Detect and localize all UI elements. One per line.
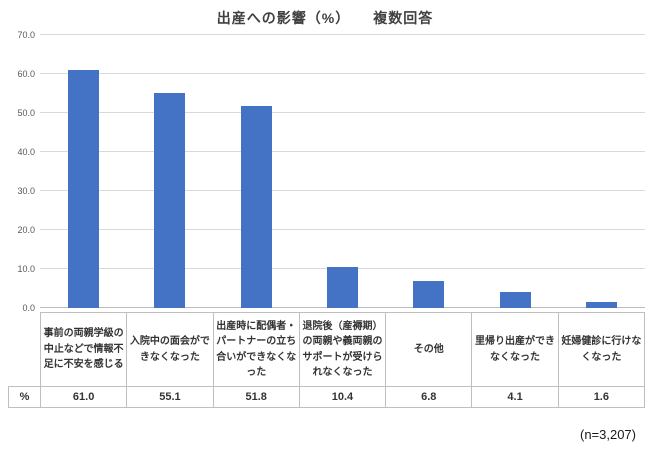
gridline [40, 190, 645, 191]
y-tick-label: 30.0 [17, 186, 35, 196]
category-label: 事前の両親学級の中止などで情報不足に不安を感じる [39, 312, 128, 387]
category-label: 妊婦健診に行けなくなった [557, 312, 646, 387]
y-tick-label: 60.0 [17, 69, 35, 79]
bar [240, 105, 272, 308]
value-cell: 51.8 [212, 386, 300, 408]
bar-column [472, 35, 558, 308]
value-cell: 10.4 [298, 386, 387, 408]
gridline [40, 229, 645, 230]
value-cell: 6.8 [385, 386, 473, 408]
bar [326, 267, 358, 308]
value-cell: 4.1 [471, 386, 559, 408]
bar [413, 281, 445, 308]
bar-column [213, 35, 299, 308]
chart-title: 出産への影響（%） 複数回答 [216, 10, 434, 26]
bar [499, 292, 531, 308]
bar-column [126, 35, 212, 308]
bar-column [559, 35, 645, 308]
category-label: その他 [385, 312, 473, 387]
y-axis: 0.0 10.0 20.0 30.0 40.0 50.0 60.0 70.0 [6, 30, 38, 313]
y-tick-label: 70.0 [17, 30, 35, 40]
y-tick-label: 40.0 [17, 147, 35, 157]
series-name-cell: % [8, 386, 41, 408]
bar [586, 301, 618, 308]
gridline [40, 112, 645, 113]
y-tick-label: 20.0 [17, 225, 35, 235]
bar-column [299, 35, 385, 308]
bar [67, 70, 99, 308]
plot-wrap: 0.0 10.0 20.0 30.0 40.0 50.0 60.0 70.0 [6, 30, 645, 313]
category-label: 入院中の面会ができなくなった [126, 312, 214, 387]
gridline [40, 151, 645, 152]
value-cell: 61.0 [39, 386, 128, 408]
value-cell: 55.1 [126, 386, 214, 408]
y-tick-label: 10.0 [17, 264, 35, 274]
table-corner-cell [9, 313, 41, 387]
gridline [40, 34, 645, 35]
sample-size-note: (n=3,207) [579, 427, 636, 442]
data-table: 事前の両親学級の中止などで情報不足に不安を感じる 入院中の面会ができなくなった 出産… [8, 312, 646, 408]
y-tick-label: 0.0 [22, 303, 35, 313]
bar-column [386, 35, 472, 308]
y-tick-label: 50.0 [17, 108, 35, 118]
category-label: 里帰り出産ができなくなった [471, 312, 559, 387]
category-label: 出産時に配偶者・パートナーの立ち合いができなくなった [212, 312, 300, 387]
value-cell: 1.6 [557, 386, 646, 408]
gridline [40, 73, 645, 74]
plot-area [40, 34, 645, 308]
category-label: 退院後（産褥期）の両親や義両親のサポートが受けられなくなった [298, 312, 387, 387]
bar [154, 93, 186, 308]
bar-column [40, 35, 126, 308]
